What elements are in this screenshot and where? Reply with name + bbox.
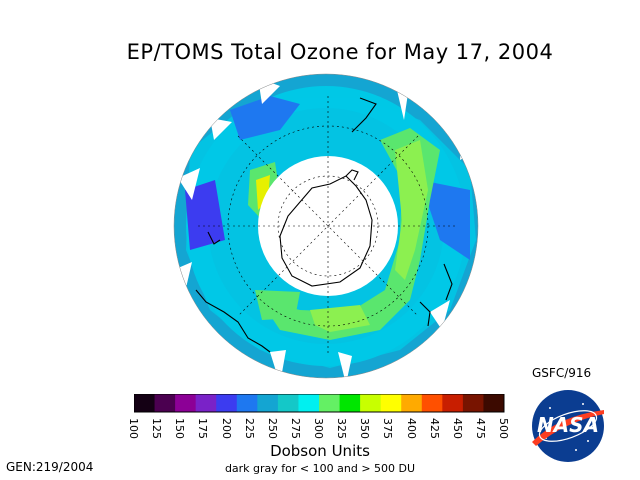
colorbar-tick-label: 450 bbox=[450, 418, 464, 439]
colorbar-tick-label: 375 bbox=[381, 418, 395, 439]
colorbar-tick-label: 150 bbox=[173, 418, 187, 439]
colorbar-swatch bbox=[298, 394, 320, 412]
nasa-logo: NASA bbox=[532, 390, 604, 462]
colorbar-frame bbox=[134, 394, 505, 413]
colorbar-swatch bbox=[195, 394, 217, 412]
colorbar-tick-label: 100 bbox=[127, 418, 140, 439]
colorbar-tick-label: 400 bbox=[404, 418, 418, 439]
colorbar-swatch bbox=[380, 394, 402, 412]
generation-label: GEN:219/2004 bbox=[6, 460, 94, 474]
colorbar-tick-label: 275 bbox=[288, 418, 302, 439]
colorbar-swatch bbox=[319, 394, 341, 412]
colorbar-tick-label: 350 bbox=[358, 418, 372, 439]
colorbar-swatch bbox=[421, 394, 443, 412]
graticule bbox=[198, 96, 458, 356]
colorbar bbox=[134, 394, 505, 413]
svg-text:NASA: NASA bbox=[537, 413, 599, 437]
credit-label: GSFC/916 bbox=[532, 366, 592, 380]
colorbar-tick-label: 300 bbox=[312, 418, 325, 439]
colorbar-tick-label: 175 bbox=[196, 418, 210, 439]
colorbar-tick-label: 125 bbox=[150, 418, 164, 439]
colorbar-tick-label: 425 bbox=[427, 418, 441, 439]
colorbar-swatch bbox=[277, 394, 299, 412]
ozone-field bbox=[174, 74, 478, 378]
range-note: dark gray for < 100 and > 500 DU bbox=[224, 462, 416, 475]
colorbar-swatch bbox=[442, 394, 464, 412]
colorbar-swatch bbox=[483, 394, 505, 412]
colorbar-swatch bbox=[175, 394, 197, 412]
colorbar-swatch bbox=[134, 394, 156, 412]
colorbar-tick-label: 250 bbox=[265, 418, 279, 439]
page-title: EP/TOMS Total Ozone for May 17, 2004 bbox=[126, 40, 554, 64]
colorbar-swatch bbox=[154, 394, 176, 412]
colorbar-tick-label: 500 bbox=[497, 418, 510, 439]
colorbar-swatch bbox=[257, 394, 279, 412]
colorbar-swatch bbox=[236, 394, 258, 412]
colorbar-tick-label: 225 bbox=[242, 418, 256, 439]
colorbar-swatch bbox=[401, 394, 423, 412]
colorbar-tick-label: 475 bbox=[473, 418, 487, 439]
coastlines bbox=[195, 97, 453, 353]
colorbar-tick-label: 325 bbox=[335, 418, 349, 439]
colorbar-swatch bbox=[216, 394, 238, 412]
colorbar-swatch bbox=[462, 394, 484, 412]
colorbar-swatch bbox=[360, 394, 382, 412]
colorbar-swatch bbox=[339, 394, 361, 412]
units-label: Dobson Units bbox=[270, 442, 370, 460]
colorbar-tick-label: 200 bbox=[219, 418, 233, 439]
